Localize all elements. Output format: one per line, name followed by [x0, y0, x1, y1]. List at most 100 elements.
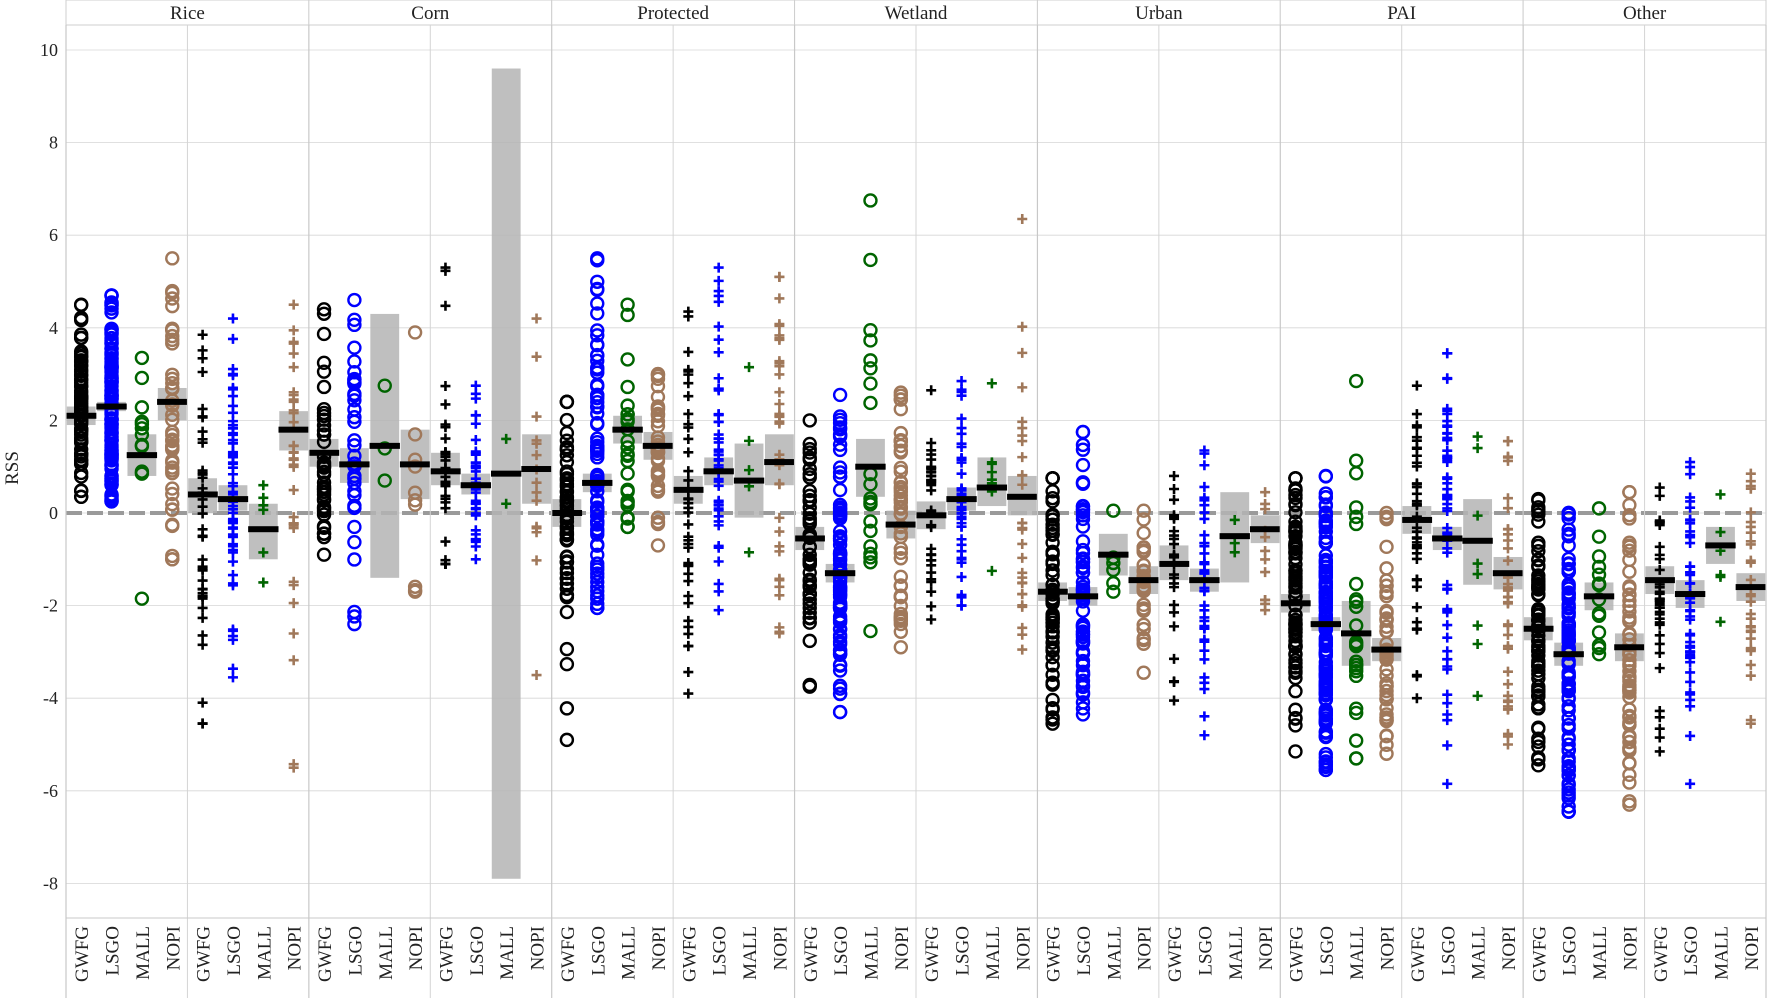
data-point-circle: [1045, 494, 1060, 509]
data-point-plus: [258, 480, 269, 491]
data-point-circle: [620, 398, 635, 413]
data-point-plus: [926, 385, 937, 396]
data-point-circle: [893, 445, 909, 460]
data-point-circle: [1591, 577, 1607, 593]
data-point-circle: [347, 438, 362, 453]
data-point-circle: [316, 427, 332, 442]
data-point-plus: [197, 639, 208, 650]
data-point-circle: [590, 415, 605, 431]
data-point-plus: [288, 362, 299, 373]
data-point-plus: [1199, 538, 1210, 549]
data-point-circle: [1379, 668, 1394, 683]
data-point-circle: [1045, 692, 1060, 708]
data-point-circle: [1622, 775, 1637, 790]
data-point-plus: [956, 554, 967, 565]
data-point-circle: [73, 312, 89, 328]
data-point-plus: [440, 381, 451, 392]
data-point-circle: [347, 312, 362, 328]
data-point-circle: [620, 440, 635, 455]
data-point-plus: [1260, 487, 1271, 498]
data-point-plus: [926, 463, 937, 474]
data-point-circle: [104, 417, 119, 432]
data-point-plus: [713, 437, 724, 448]
data-point-circle: [802, 615, 817, 630]
data-point-circle: [832, 537, 848, 553]
data-point-circle: [1622, 507, 1637, 523]
data-point-plus: [288, 394, 299, 405]
panel-title-protected: Protected: [637, 3, 709, 24]
x-tick-label: MALL: [861, 926, 882, 980]
data-point-circle: [1075, 475, 1091, 490]
data-point-plus: [1260, 598, 1271, 609]
data-point-plus: [774, 271, 785, 282]
data-point-circle: [1075, 519, 1091, 534]
data-point-plus: [1685, 518, 1696, 529]
mean-bar: [1128, 577, 1159, 584]
data-point-circle: [650, 510, 666, 525]
x-tick-label: NOPI: [285, 926, 306, 970]
y-axis-title: RSS: [2, 451, 23, 485]
data-point-circle: [1561, 737, 1576, 752]
data-point-circle: [316, 464, 332, 480]
data-point-circle: [134, 437, 150, 453]
data-point-plus: [288, 338, 299, 349]
data-point-circle: [832, 533, 848, 548]
data-point-circle: [1379, 619, 1394, 634]
data-point-plus: [926, 586, 937, 597]
data-point-circle: [1075, 629, 1091, 645]
data-point-plus: [227, 663, 238, 674]
data-point-circle: [590, 362, 605, 377]
data-point-plus: [1411, 498, 1422, 509]
data-point-plus: [956, 539, 967, 550]
data-point-circle: [316, 364, 332, 379]
mean-bar: [248, 526, 279, 533]
data-point-circle: [1075, 565, 1091, 580]
data-point-circle: [590, 253, 605, 268]
mean-bar: [1705, 542, 1736, 549]
data-point-circle: [1561, 669, 1576, 684]
x-tick-label: GWFG: [679, 926, 700, 982]
data-point-circle: [1348, 701, 1364, 716]
mean-bar: [1249, 526, 1281, 533]
mean-bar: [764, 459, 795, 466]
data-point-plus: [1169, 676, 1180, 687]
data-point-circle: [1288, 490, 1303, 506]
data-point-circle: [863, 550, 878, 565]
data-point-plus: [1685, 652, 1696, 663]
data-point-circle: [1288, 571, 1303, 586]
data-point-circle: [1622, 734, 1637, 750]
data-point-plus: [1442, 420, 1453, 431]
data-point-circle: [1531, 559, 1546, 575]
data-point-circle: [802, 511, 817, 526]
data-point-circle: [590, 514, 605, 529]
data-point-circle: [620, 297, 635, 312]
data-point-plus: [1502, 493, 1513, 504]
data-point-circle: [316, 459, 332, 474]
data-point-circle: [316, 529, 332, 545]
data-point-plus: [683, 475, 694, 486]
x-tick-label: NOPI: [1135, 926, 1156, 970]
data-point-plus: [1017, 452, 1028, 463]
mean-bar: [1067, 593, 1099, 600]
data-point-plus: [197, 367, 208, 378]
data-point-circle: [316, 484, 332, 500]
data-point-plus: [227, 364, 238, 375]
data-point-plus: [683, 408, 694, 419]
data-point-plus: [683, 560, 694, 571]
data-point-circle: [832, 482, 848, 498]
data-point-plus: [288, 348, 299, 359]
data-point-circle: [559, 433, 575, 448]
data-point-plus: [683, 507, 694, 518]
data-point-circle: [832, 636, 848, 652]
data-point-plus: [288, 628, 299, 639]
data-point-plus: [683, 466, 694, 477]
data-point-circle: [863, 322, 878, 338]
data-point-circle: [1045, 712, 1060, 727]
x-tick-label: LSGO: [345, 926, 366, 976]
data-point-plus: [531, 351, 542, 362]
data-point-plus: [1654, 630, 1665, 641]
mean-bar: [946, 496, 977, 503]
data-point-plus: [1472, 558, 1483, 569]
data-point-plus: [288, 417, 299, 428]
data-point-plus: [1502, 452, 1513, 463]
